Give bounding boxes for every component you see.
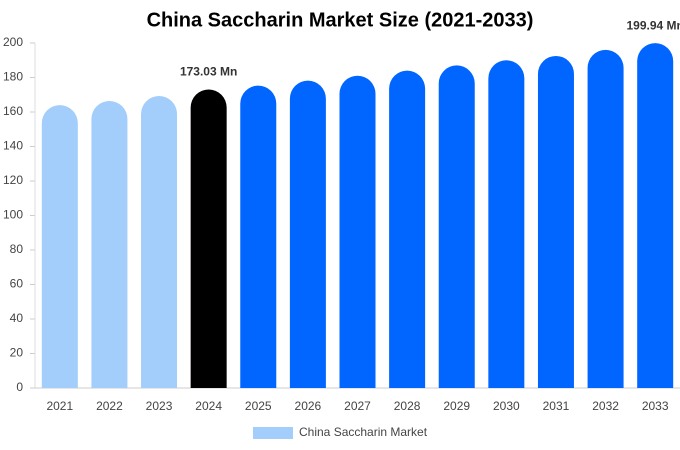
y-tick-label: 200 (3, 35, 23, 49)
bar (141, 95, 178, 389)
bar (587, 49, 624, 389)
bar (389, 70, 426, 388)
bar (537, 55, 574, 388)
x-tick-label: 2022 (96, 399, 123, 413)
bar (41, 105, 78, 388)
bar (91, 100, 128, 388)
bar (339, 75, 376, 388)
y-tick-label: 140 (3, 139, 23, 153)
y-tick-label: 0 (16, 380, 23, 394)
x-tick-label: 2021 (46, 399, 73, 413)
x-tick-label: 2023 (146, 399, 173, 413)
bar (240, 85, 277, 388)
bar (289, 80, 326, 388)
y-tick-label: 40 (10, 311, 24, 325)
x-tick-label: 2025 (245, 399, 272, 413)
x-tick-label: 2033 (642, 399, 669, 413)
legend-label: China Saccharin Market (299, 425, 428, 439)
y-tick-label: 20 (10, 346, 24, 360)
value-label: 199.94 Mn (627, 18, 680, 32)
bar (488, 60, 525, 389)
x-tick-label: 2031 (543, 399, 570, 413)
y-tick-label: 60 (10, 277, 24, 291)
bar (190, 89, 227, 388)
x-tick-label: 2029 (443, 399, 470, 413)
x-tick-label: 2026 (295, 399, 322, 413)
chart-title: China Saccharin Market Size (2021-2033) (147, 9, 534, 31)
y-tick-label: 180 (3, 70, 23, 84)
y-tick-label: 100 (3, 208, 23, 222)
x-tick-label: 2027 (344, 399, 371, 413)
y-tick-label: 120 (3, 173, 23, 187)
bar (637, 43, 674, 388)
x-tick-label: 2028 (394, 399, 421, 413)
x-tick-label: 2032 (592, 399, 619, 413)
x-tick-label: 2030 (493, 399, 520, 413)
bar (438, 65, 475, 389)
value-label: 173.03 Mn (180, 65, 237, 79)
x-tick-label: 2024 (195, 399, 222, 413)
y-tick-label: 80 (10, 242, 24, 256)
legend-swatch (253, 427, 293, 439)
y-tick-label: 160 (3, 104, 23, 118)
